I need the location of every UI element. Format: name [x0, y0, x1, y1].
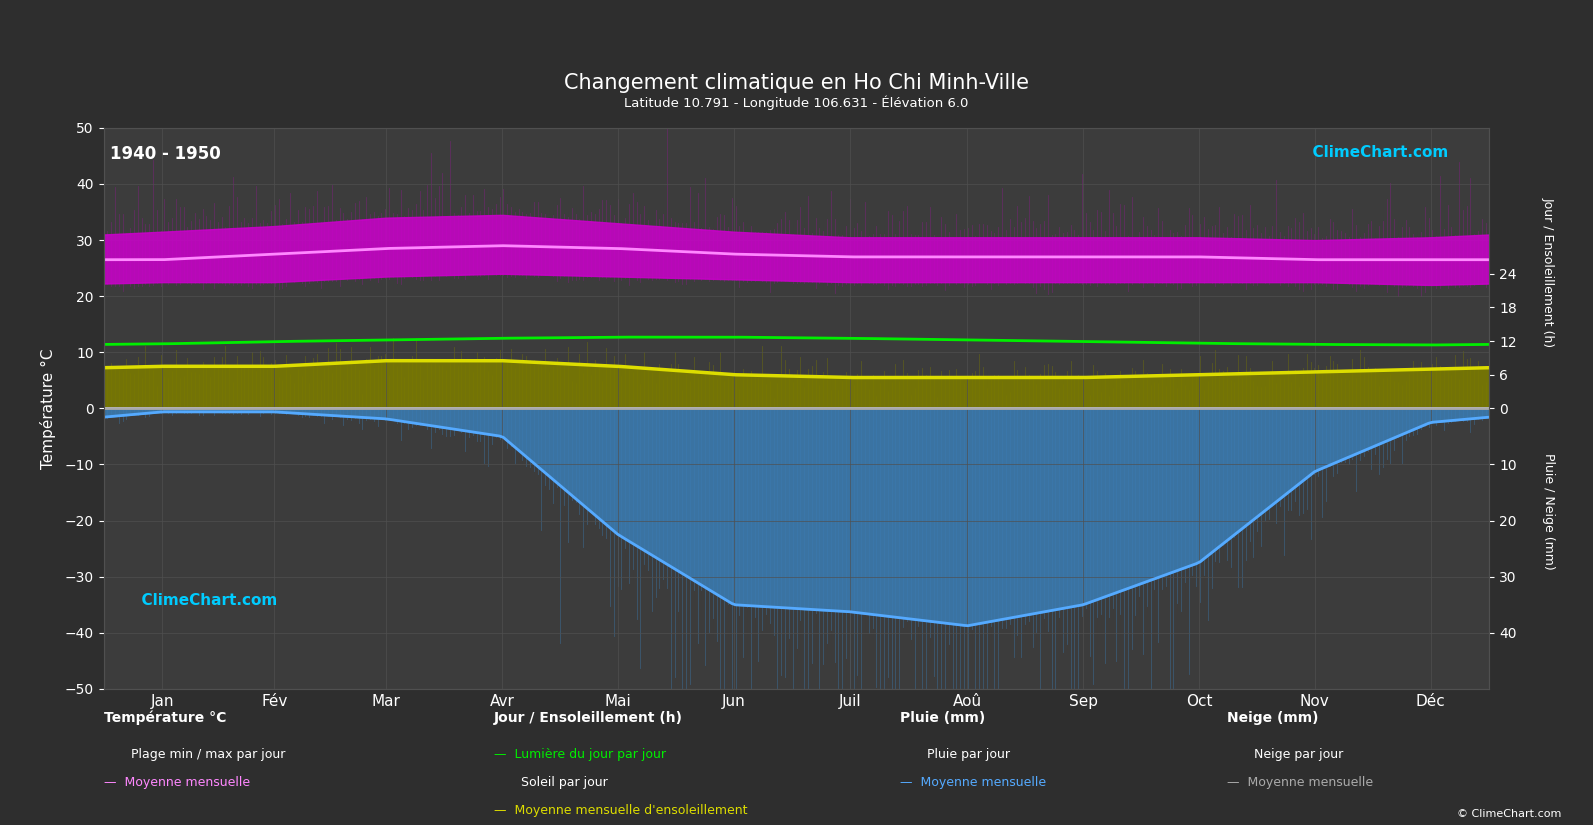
Text: Neige par jour: Neige par jour — [1254, 748, 1343, 761]
Text: Jour / Ensoleillement (h): Jour / Ensoleillement (h) — [494, 711, 683, 725]
Text: Pluie par jour: Pluie par jour — [927, 748, 1010, 761]
Text: Latitude 10.791 - Longitude 106.631 - Élévation 6.0: Latitude 10.791 - Longitude 106.631 - Él… — [624, 96, 969, 111]
Text: ClimeChart.com: ClimeChart.com — [1303, 144, 1448, 160]
Text: —  Moyenne mensuelle: — Moyenne mensuelle — [1227, 776, 1373, 789]
Text: —  Moyenne mensuelle: — Moyenne mensuelle — [900, 776, 1047, 789]
Text: Plage min / max par jour: Plage min / max par jour — [131, 748, 285, 761]
Text: Pluie (mm): Pluie (mm) — [900, 711, 986, 725]
Text: Soleil par jour: Soleil par jour — [521, 776, 607, 789]
Text: ClimeChart.com: ClimeChart.com — [131, 592, 277, 608]
Text: Pluie / Neige (mm): Pluie / Neige (mm) — [1542, 453, 1555, 570]
Text: —  Lumière du jour par jour: — Lumière du jour par jour — [494, 748, 666, 761]
Text: 1940 - 1950: 1940 - 1950 — [110, 144, 221, 163]
Text: Neige (mm): Neige (mm) — [1227, 711, 1317, 725]
Text: —  Moyenne mensuelle d'ensoleillement: — Moyenne mensuelle d'ensoleillement — [494, 804, 747, 817]
Title: Changement climatique en Ho Chi Minh-Ville: Changement climatique en Ho Chi Minh-Vil… — [564, 73, 1029, 93]
Text: Température °C: Température °C — [104, 710, 226, 725]
Text: Jour / Ensoleillement (h): Jour / Ensoleillement (h) — [1542, 197, 1555, 347]
Y-axis label: Température °C: Température °C — [40, 348, 56, 469]
Text: —  Moyenne mensuelle: — Moyenne mensuelle — [104, 776, 250, 789]
Text: © ClimeChart.com: © ClimeChart.com — [1456, 808, 1561, 818]
